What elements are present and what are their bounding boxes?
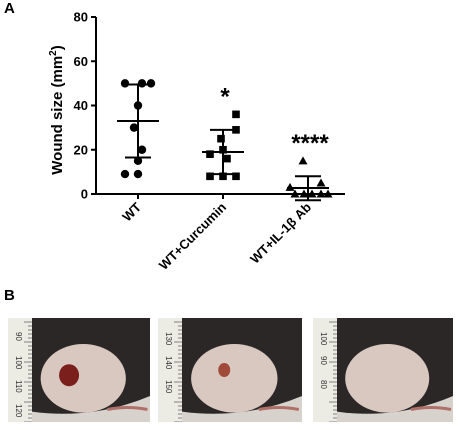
- mouse-tail: [258, 406, 300, 411]
- data-point: [137, 145, 147, 154]
- data-point: [120, 169, 130, 179]
- y-axis-title-close: ): [49, 45, 66, 50]
- significance-label: *: [220, 83, 230, 110]
- data-point: [137, 79, 147, 88]
- data-point: [219, 172, 227, 181]
- data-point: [206, 172, 214, 181]
- photo-content: 90 100 110 120: [8, 318, 150, 422]
- ruler-number: 80: [319, 380, 328, 389]
- ruler-number: 140: [164, 356, 173, 370]
- y-axis-title: Wound size (mm2): [48, 45, 66, 174]
- data-point: [232, 172, 240, 181]
- photo-content: 100 90 80: [313, 318, 453, 422]
- data-point: [316, 189, 326, 198]
- data-point: [206, 150, 214, 158]
- x-category-label: WT: [119, 199, 144, 224]
- data-point: [129, 123, 139, 132]
- mouse-tail: [410, 406, 452, 411]
- y-tick-label: 0: [81, 187, 88, 202]
- data-point: [232, 110, 240, 119]
- y-axis: 0 20 40 60 80: [74, 10, 97, 202]
- ruler-number: 110: [14, 380, 23, 393]
- data-point: [285, 182, 295, 191]
- y-tick-label: 60: [74, 54, 88, 69]
- y-tick-label: 80: [74, 10, 88, 25]
- data-point: [120, 79, 130, 88]
- significance-label: ****: [291, 130, 329, 157]
- x-category-label: WT+IL-1β Ab: [247, 199, 314, 266]
- data-point: [298, 156, 308, 165]
- data-point: [133, 156, 143, 166]
- ruler-number: 100: [319, 332, 328, 346]
- wound: [218, 363, 231, 377]
- mouse-tail: [107, 406, 148, 411]
- wound-photos: 90 100 110 120 130 140 150 100 90 80: [8, 318, 453, 422]
- data-point: [146, 79, 156, 88]
- y-axis-title-superscript: 2: [48, 50, 59, 56]
- data-point: [323, 189, 333, 198]
- wound-photo: 100 90 80: [313, 318, 453, 422]
- x-axis: WT WT+Curcumin WT+IL-1β Ab: [95, 193, 345, 273]
- data-point: [307, 189, 317, 198]
- data-point: [299, 189, 309, 198]
- ruler-number: 130: [164, 332, 173, 346]
- shaved-skin: [40, 344, 126, 413]
- wound-size-chart: Wound size (mm2) 0 20 40 60 80 WT WT+Curcumin…: [48, 10, 345, 273]
- data-point: [290, 189, 300, 198]
- data-marks: *****: [117, 79, 333, 202]
- wound-photo: 90 100 110 120: [8, 318, 150, 422]
- panel-a-label: A: [4, 0, 15, 17]
- series-group: ****: [285, 130, 333, 202]
- x-category-label: WT+Curcumin: [156, 199, 229, 272]
- panel-b-label: B: [4, 287, 15, 304]
- y-tick-label: 20: [74, 142, 88, 157]
- ruler-number: 150: [164, 380, 173, 394]
- series-group: [117, 79, 159, 179]
- y-axis-title-text: Wound size (mm: [49, 56, 66, 175]
- ruler-number: 100: [14, 356, 23, 370]
- data-point: [316, 178, 326, 187]
- data-point: [223, 154, 231, 163]
- data-point: [217, 134, 225, 143]
- ruler-number: 120: [14, 404, 23, 418]
- ruler-number: 90: [14, 332, 23, 341]
- data-point: [133, 169, 143, 179]
- wound-photo: 130 140 150: [158, 318, 302, 422]
- ruler-number: 90: [319, 356, 328, 365]
- photo-content: 130 140 150: [158, 318, 302, 422]
- wound: [59, 364, 80, 387]
- shaved-skin: [345, 344, 430, 413]
- y-tick-label: 40: [74, 98, 88, 113]
- shaved-skin: [191, 344, 278, 413]
- series-group: *: [202, 83, 244, 181]
